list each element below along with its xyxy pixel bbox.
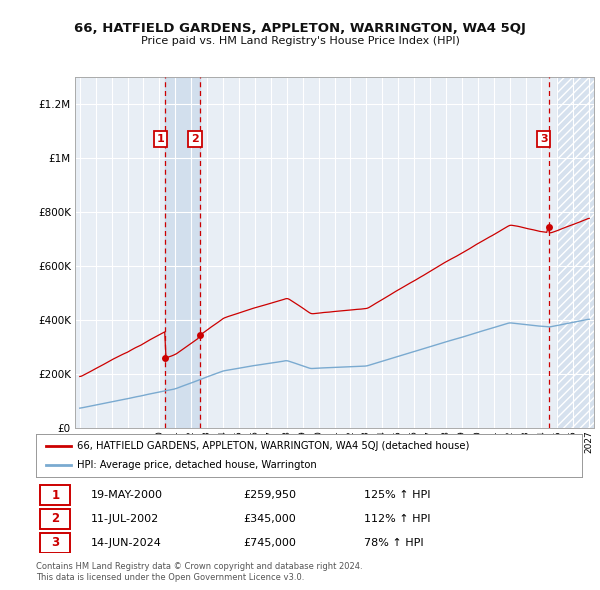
Text: 2: 2 xyxy=(191,134,199,144)
Text: This data is licensed under the Open Government Licence v3.0.: This data is licensed under the Open Gov… xyxy=(36,572,304,582)
Text: £345,000: £345,000 xyxy=(244,514,296,524)
Text: 11-JUL-2002: 11-JUL-2002 xyxy=(91,514,159,524)
Text: 1: 1 xyxy=(157,134,164,144)
Text: 3: 3 xyxy=(540,134,548,144)
Text: 1: 1 xyxy=(52,489,59,502)
FancyBboxPatch shape xyxy=(40,485,70,505)
Text: £259,950: £259,950 xyxy=(244,490,296,500)
Text: 19-MAY-2000: 19-MAY-2000 xyxy=(91,490,163,500)
Text: HPI: Average price, detached house, Warrington: HPI: Average price, detached house, Warr… xyxy=(77,460,317,470)
Text: £745,000: £745,000 xyxy=(244,537,296,548)
Text: 66, HATFIELD GARDENS, APPLETON, WARRINGTON, WA4 5QJ (detached house): 66, HATFIELD GARDENS, APPLETON, WARRINGT… xyxy=(77,441,469,451)
Bar xyxy=(166,77,200,428)
Text: 66, HATFIELD GARDENS, APPLETON, WARRINGTON, WA4 5QJ: 66, HATFIELD GARDENS, APPLETON, WARRINGT… xyxy=(74,22,526,35)
Text: 3: 3 xyxy=(52,536,59,549)
Text: Contains HM Land Registry data © Crown copyright and database right 2024.: Contains HM Land Registry data © Crown c… xyxy=(36,562,362,571)
Text: 2: 2 xyxy=(52,513,59,526)
Text: 125% ↑ HPI: 125% ↑ HPI xyxy=(364,490,430,500)
Text: 112% ↑ HPI: 112% ↑ HPI xyxy=(364,514,430,524)
Bar xyxy=(557,77,597,428)
Text: 14-JUN-2024: 14-JUN-2024 xyxy=(91,537,161,548)
Text: Price paid vs. HM Land Registry's House Price Index (HPI): Price paid vs. HM Land Registry's House … xyxy=(140,37,460,46)
Bar xyxy=(557,77,597,428)
Text: 78% ↑ HPI: 78% ↑ HPI xyxy=(364,537,423,548)
FancyBboxPatch shape xyxy=(40,509,70,529)
FancyBboxPatch shape xyxy=(40,533,70,553)
